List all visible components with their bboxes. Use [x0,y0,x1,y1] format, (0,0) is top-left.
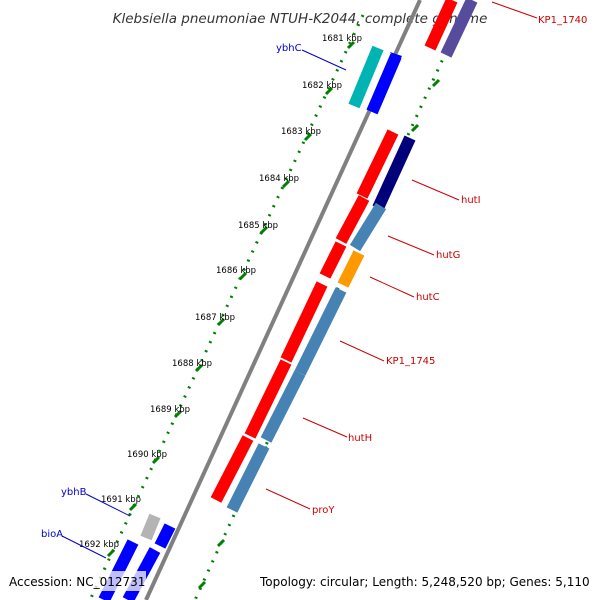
tick-mark [194,363,204,373]
cds-feature-kp1-1740 [424,0,458,51]
tick-label: 1691 kbp [101,495,141,505]
hit-ybhC-teal [348,45,384,109]
hit-kp1-1745 [294,287,347,376]
gene-label-proY: proY [312,505,335,516]
leader-ybhC [301,49,347,71]
genome-summary-text: Topology: circular; Length: 5,248,520 bp… [259,575,590,589]
ybhC-arrow-tip [390,52,402,64]
tick-mark [197,580,207,590]
tick-label: 1692 kbp [79,540,119,550]
tick-mark [324,86,334,96]
tick-mark [281,179,291,189]
hit-hutC-orange [337,250,365,288]
hit-proY [226,443,270,513]
gene-label-hutC: hutC [416,292,440,303]
cds-hutI [356,129,399,199]
leader-kp1-1745 [339,340,385,362]
gene-labels: KP1_1740 ybhC hutI hutG hutC KP1_1745 hu… [41,15,587,540]
cds-ybhC [366,53,402,115]
gene-label-hutG: hutG [436,250,460,261]
gene-label-hutH: hutH [348,433,372,444]
leader-bioA [61,535,107,559]
tick-mark [346,40,356,50]
tick-mark [303,132,313,142]
footer-accession-bg [4,571,146,591]
gene-label-kp1-1740: KP1_1740 [538,15,587,26]
accession-text: Accession: NC_012731 [9,575,145,589]
tick-mark [128,502,138,512]
tick-label: 1689 kbp [150,405,190,415]
tick-mark [216,317,226,327]
tick-label: 1684 kbp [259,174,299,184]
tick-label: 1688 kbp [172,359,212,369]
tick-mark [151,455,161,465]
tick-label: 1687 kbp [195,313,235,323]
map-title: Klebsiella pneumoniae NTUH-K2044, comple… [113,11,488,27]
cds-hutC [319,241,347,279]
gene-label-ybhB: ybhB [61,487,87,498]
hit-hutH [260,370,306,443]
tick-mark [238,271,248,281]
cds-hutG [335,195,370,244]
gene-label-ybhC: ybhC [276,43,302,54]
footer-summary-bg [256,571,594,591]
tick-label: 1682 kbp [302,81,342,91]
tick-mark [259,225,269,235]
hit-hutG [349,202,387,252]
leader-ybhB [85,493,131,517]
hit-hutI-navy [372,135,416,211]
tick-label: 1685 kbp [238,221,278,231]
tick-mark [106,548,116,558]
tick-mark [431,78,441,88]
tick-mark [173,409,183,419]
tick-mark [216,538,226,548]
feature-ybhB-gray [140,513,161,541]
cds-hutH [244,359,292,439]
cds-proY [210,435,254,503]
leader-kp1-1740 [491,1,538,19]
leader-hutH [302,417,348,438]
tick-label: 1681 kbp [322,34,362,44]
leader-hutI [411,179,460,201]
gene-label-kp1-1745: KP1_1745 [386,356,435,367]
tick-label: 1686 kbp [216,266,256,276]
tick-mark [410,123,420,133]
tick-label: 1683 kbp [281,127,321,137]
leader-hutG [387,235,435,256]
tick-labels: 1681 kbp 1682 kbp 1683 kbp 1684 kbp 1685… [79,34,362,550]
label-leaders [61,1,538,559]
cds-ybhB [154,523,176,549]
leader-hutC [369,276,415,298]
gene-label-bioA: bioA [41,529,63,540]
cds-kp1-1745 [280,281,328,363]
tick-marks [106,40,356,558]
leader-proY [265,488,311,510]
features [98,0,478,600]
tick-label: 1690 kbp [127,450,167,460]
gene-label-hutI: hutI [461,195,481,206]
blast-hit-purple [440,0,478,58]
